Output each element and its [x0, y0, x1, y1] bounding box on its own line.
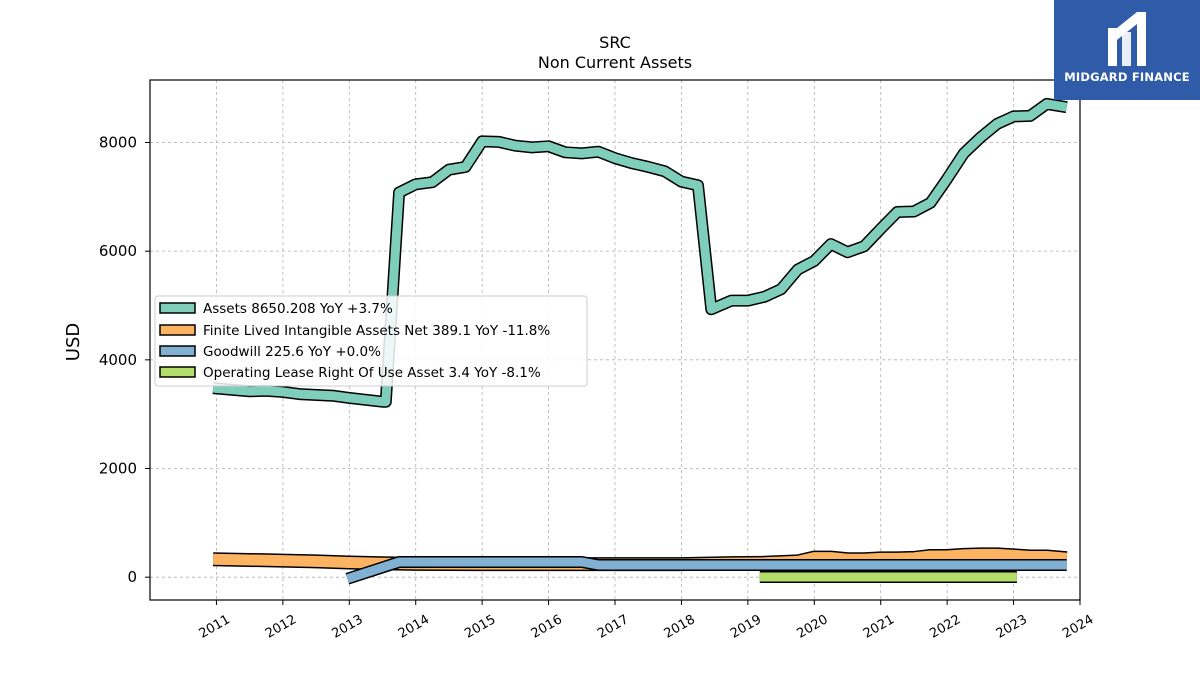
legend-box — [154, 295, 588, 387]
x-tick-label: 2015 — [462, 612, 498, 642]
legend-entry-operating-lease: Operating Lease Right Of Use Asset 3.4 Y… — [203, 365, 541, 381]
x-tick-label: 2011 — [197, 612, 233, 642]
x-tick-label: 2018 — [662, 612, 698, 642]
legend-entry-goodwill: Goodwill 225.6 YoY +0.0% — [203, 344, 381, 360]
series-line-goodwill — [345, 557, 1067, 584]
x-tick-label: 2024 — [1060, 612, 1096, 642]
x-tick-label: 2013 — [329, 612, 365, 642]
legend-swatch-finite-lived-intangible — [159, 324, 196, 336]
legend-swatch-goodwill — [159, 345, 196, 357]
x-tick-label: 2017 — [595, 612, 631, 642]
y-tick-label: 0 — [127, 568, 137, 586]
chart-title-group: SRC Non Current Assets — [538, 33, 692, 72]
grid-lines — [150, 80, 1081, 600]
brand-name: MIDGARD FINANCE — [1064, 70, 1190, 84]
x-tick-label: 2014 — [396, 612, 432, 642]
y-axis-label: USD — [63, 323, 84, 361]
midgard-logo-icon — [1108, 12, 1146, 66]
y-tick-label: 8000 — [99, 133, 137, 151]
chart-title: SRC — [599, 33, 631, 52]
y-tick-label: 6000 — [99, 242, 137, 260]
x-tick-label: 2023 — [994, 612, 1030, 642]
brand-logo: MIDGARD FINANCE — [1054, 0, 1200, 100]
legend: Assets 8650.208 YoY +3.7% Finite Lived I… — [154, 295, 588, 387]
y-tick-label: 4000 — [99, 351, 137, 369]
legend-entry-finite-lived-intangible: Finite Lived Intangible Assets Net 389.1… — [203, 323, 550, 339]
y-axis-ticks: 0 2000 4000 6000 8000 — [99, 133, 150, 586]
x-tick-label: 2019 — [728, 612, 764, 642]
legend-swatch-operating-lease — [159, 366, 196, 378]
x-tick-label: 2020 — [794, 612, 830, 642]
x-tick-label: 2021 — [861, 612, 897, 642]
legend-entry-assets: Assets 8650.208 YoY +3.7% — [203, 301, 393, 317]
x-tick-label: 2012 — [263, 612, 299, 642]
x-tick-label: 2022 — [927, 612, 963, 642]
chart-subtitle: Non Current Assets — [538, 53, 692, 72]
legend-swatch-assets — [159, 302, 196, 314]
x-tick-label: 2016 — [529, 612, 565, 642]
x-axis-ticks: 2011 2012 2013 2014 2015 2016 2017 2018 2019 2020… — [197, 600, 1096, 642]
y-tick-label: 2000 — [99, 460, 137, 478]
